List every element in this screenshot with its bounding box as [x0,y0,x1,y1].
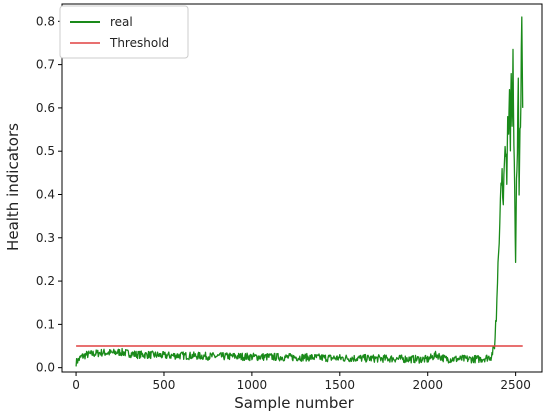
y-axis-title: Health indicators [4,123,22,251]
legend-box [59,5,189,59]
y-tick-label: 0.0 [36,361,55,375]
y-tick-label: 0.7 [36,58,55,72]
x-tick-label: 1500 [325,378,356,392]
y-tick-label: 0.6 [36,101,55,115]
legend-label-threshold: Threshold [109,36,169,50]
x-tick-label: 500 [153,378,176,392]
y-tick-label: 0.4 [36,187,55,201]
x-tick-label: 2500 [500,378,531,392]
plot-area-frame [61,3,543,373]
x-tick-label: 0 [72,378,80,392]
legend: real Threshold [59,5,189,59]
y-axis-ticks: 0.0 0.1 0.2 0.3 0.4 0.5 0.6 0.7 0.8 [36,14,62,375]
y-tick-label: 0.8 [36,14,55,28]
x-tick-label: 2000 [412,378,443,392]
legend-label-real: real [110,15,133,29]
series-layer [75,16,524,367]
y-tick-label: 0.2 [36,274,55,288]
y-tick-label: 0.5 [36,144,55,158]
y-tick-label: 0.3 [36,231,55,245]
x-axis-ticks: 0 500 1000 1500 2000 2500 [72,372,531,392]
x-tick-label: 1000 [237,378,268,392]
y-tick-label: 0.1 [36,317,55,331]
x-axis-title: Sample number [234,394,354,412]
series-line-real [75,16,524,367]
